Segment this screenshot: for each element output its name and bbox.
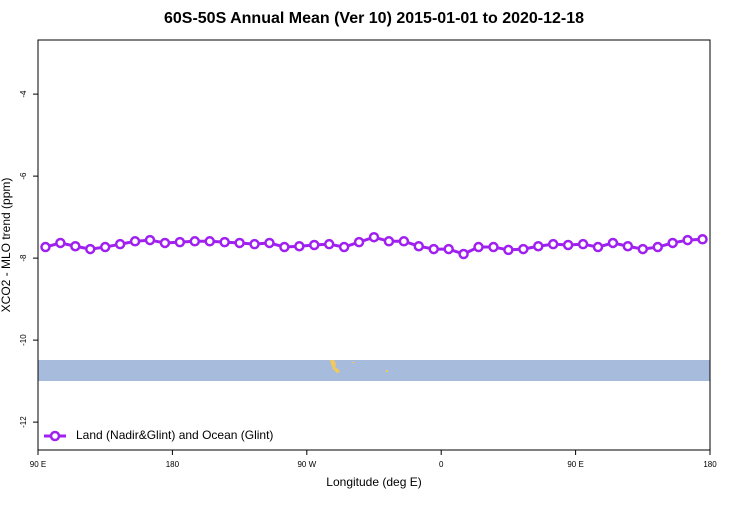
data-point [174,236,186,248]
chart-title: 60S-50S Annual Mean (Ver 10) 2015-01-01 … [164,10,584,27]
x-tick-label: 90 E [567,460,583,469]
data-point [338,241,350,253]
data-point [264,237,275,249]
data-point [592,241,604,253]
y-tick-label: -8 [19,254,28,262]
legend-marker [49,430,61,442]
data-point [697,234,708,245]
data-point [413,240,425,252]
data-point [458,248,469,260]
data-point [488,241,499,253]
data-point [443,243,454,255]
data-point [518,243,529,255]
data-point [55,237,66,249]
land-patch [330,360,340,373]
data-point [533,240,544,252]
data-point [607,237,619,249]
data-point [40,241,51,253]
data-point [503,244,514,256]
data-point [219,236,230,248]
data-point [353,236,365,248]
y-tick-label: -4 [19,90,28,98]
x-tick-label: 180 [703,460,717,469]
data-point [129,236,141,247]
data-point [547,238,559,250]
data-point [577,238,589,250]
data-point [249,238,260,250]
data-point [383,236,395,247]
data-point [279,241,290,253]
data-point [114,238,126,250]
data-point [323,238,335,250]
y-tick-label: -6 [19,172,28,180]
data-point [70,240,81,252]
data-point [637,243,649,255]
data-point [562,239,574,251]
data-point [85,243,96,255]
data-point [368,231,380,243]
map-band [38,360,710,381]
x-tick-label: 0 [439,460,444,469]
data-point [99,241,111,253]
data-point [159,237,171,249]
land-patch [386,370,388,372]
data-point [622,240,634,252]
data-point [398,236,410,247]
data-point [189,236,201,247]
plot-frame [37,39,711,451]
data-point [667,237,678,249]
data-point [682,234,693,246]
x-tick-label: 180 [166,460,180,469]
data-point [428,243,439,255]
data-point [309,239,320,251]
x-tick-label: 90 W [297,460,316,469]
data-point [652,241,663,253]
data-point [204,236,215,247]
land-patch [352,362,354,363]
data-point [294,240,305,252]
x-axis-label: Longitude (deg E) [326,475,421,489]
y-axis-label: XCO2 - MLO trend (ppm) [0,178,13,313]
data-point [144,234,156,246]
legend-label: Land (Nadir&Glint) and Ocean (Glint) [76,428,273,442]
data-point [234,237,245,249]
data-point [473,241,484,253]
y-tick-label: -12 [19,416,28,428]
x-tick-label: 90 E [30,460,46,469]
y-tick-label: -10 [19,334,28,346]
